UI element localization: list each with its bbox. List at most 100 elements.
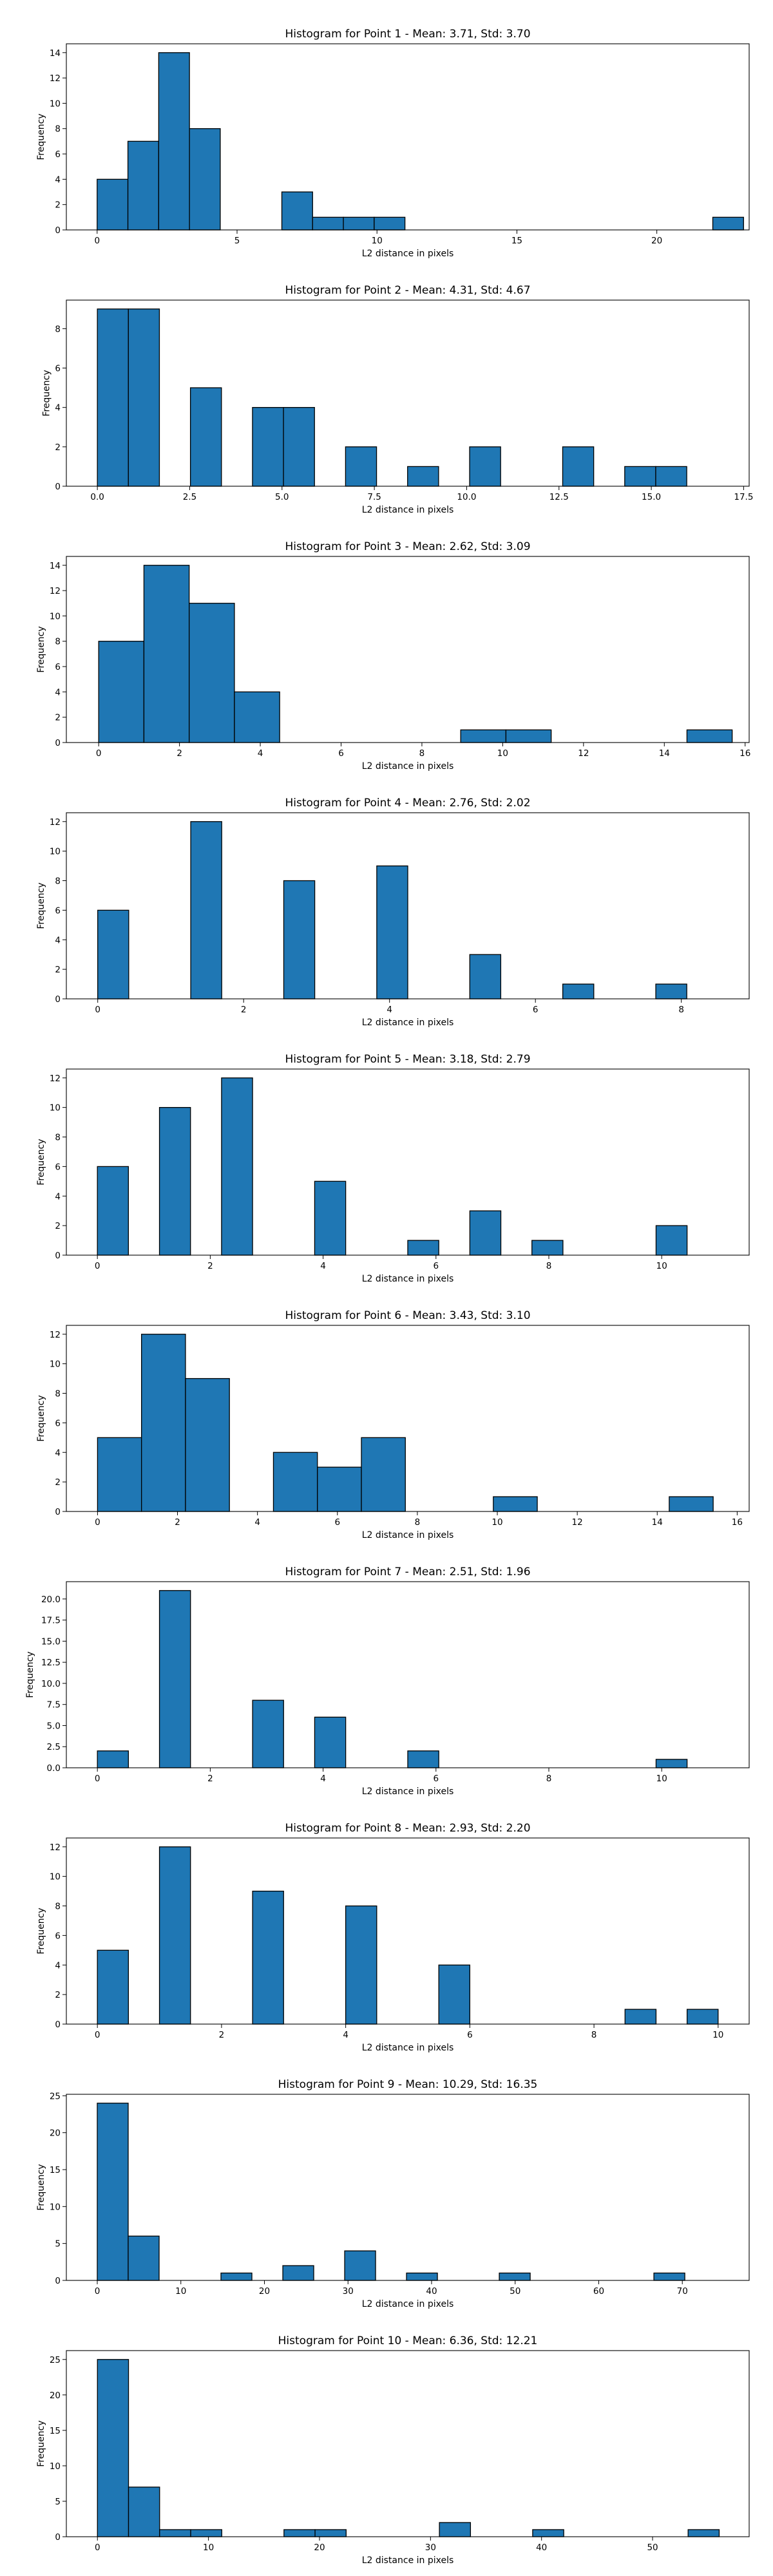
histogram-bar (686, 729, 733, 743)
histogram-bar (190, 2529, 222, 2537)
histogram-bar (361, 1437, 406, 1512)
y-tick-label: 4 (55, 935, 61, 945)
histogram-bar (312, 216, 344, 231)
x-tick-label: 8 (546, 1774, 552, 1784)
histogram-bar (653, 2272, 685, 2281)
y-tick-label: 4 (55, 1960, 61, 1971)
histogram-bar (532, 2529, 564, 2537)
chart-panel-3: Histogram for Point 3 - Mean: 2.62, Std:… (36, 540, 750, 772)
x-axis-label: L2 distance in pixels (362, 2555, 454, 2566)
x-tick-label: 6 (533, 1005, 539, 1015)
y-axis-label: Frequency (36, 1908, 46, 1954)
chart-panel-4: Histogram for Point 4 - Mean: 2.76, Std:… (36, 797, 750, 1028)
histogram-bar (185, 1378, 230, 1512)
y-tick-label: 8 (55, 637, 61, 647)
histogram-bar (127, 140, 160, 231)
x-tick-label: 0 (95, 2543, 100, 2553)
x-tick-label: 10 (497, 748, 508, 759)
y-tick-label: 0 (55, 2532, 61, 2543)
chart-title: Histogram for Point 8 - Mean: 2.93, Std:… (285, 1822, 530, 1835)
plot-frame (66, 1068, 750, 1256)
histogram-bar (272, 1452, 318, 1512)
y-tick-label: 0 (55, 1251, 61, 1261)
x-axis-label: L2 distance in pixels (362, 1018, 454, 1028)
x-tick-label: 2 (177, 748, 182, 759)
histogram-bar (438, 1964, 471, 2025)
x-tick-label: 2.5 (183, 492, 196, 502)
histogram-bar (407, 466, 439, 487)
plot-frame (66, 43, 750, 231)
chart-title: Histogram for Point 7 - Mean: 2.51, Std:… (285, 1566, 530, 1578)
histogram-bar (234, 691, 280, 743)
y-tick-label: 8 (55, 1902, 61, 1912)
y-tick-label: 8 (55, 1133, 61, 1143)
y-tick-label: 12 (50, 586, 61, 596)
y-tick-label: 0 (55, 738, 61, 748)
y-tick-label: 2 (55, 442, 61, 453)
plot-frame (66, 556, 750, 743)
y-axis-label: Frequency (25, 1651, 35, 1698)
histogram-bar (252, 1700, 284, 1768)
histogram-bar (407, 1240, 439, 1256)
y-tick-label: 8 (55, 324, 61, 334)
y-axis-label: Frequency (36, 882, 46, 929)
x-tick-label: 16 (740, 748, 750, 759)
chart-title: Histogram for Point 4 - Mean: 2.76, Std:… (285, 797, 530, 810)
y-tick-label: 14 (50, 561, 61, 571)
histogram-bar (252, 407, 284, 487)
histogram-bar (158, 52, 190, 231)
histogram-bar (439, 2522, 472, 2537)
y-axis-label: Frequency (36, 113, 46, 160)
histogram-bar (128, 2486, 160, 2537)
y-tick-label: 6 (55, 1418, 61, 1428)
x-tick-label: 10 (491, 1517, 502, 1528)
chart-panel-6: Histogram for Point 6 - Mean: 3.43, Std:… (36, 1309, 750, 1540)
chart-title: Histogram for Point 3 - Mean: 2.62, Std:… (285, 540, 530, 553)
x-tick-label: 8 (419, 748, 425, 759)
x-tick-label: 10 (203, 2543, 214, 2553)
histogram-bar (283, 407, 315, 487)
histogram-bar (97, 1949, 129, 2025)
histogram-bar (97, 308, 129, 487)
y-tick-label: 4 (55, 175, 61, 185)
x-tick-label: 16 (732, 1517, 743, 1528)
histogram-bar (469, 446, 501, 487)
y-tick-label: 10.0 (41, 1679, 61, 1689)
histogram-bar (97, 1750, 129, 1768)
y-tick-label: 0 (55, 2276, 61, 2286)
histogram-bar (655, 466, 687, 487)
y-tick-label: 2.5 (47, 1742, 61, 1752)
x-tick-label: 4 (386, 1005, 392, 1015)
y-tick-label: 4 (55, 1448, 61, 1458)
histogram-bar (406, 2272, 438, 2281)
y-tick-label: 0 (55, 225, 61, 236)
x-tick-label: 7.5 (367, 492, 381, 502)
histogram-bar (712, 216, 744, 231)
x-tick-label: 10 (175, 2286, 186, 2297)
y-tick-label: 8 (55, 876, 61, 887)
histogram-bar (158, 1590, 191, 1768)
plot-frame (66, 1325, 750, 1512)
x-tick-label: 14 (652, 1517, 663, 1528)
histogram-bar (669, 1496, 714, 1512)
y-tick-label: 0 (55, 482, 61, 492)
x-tick-label: 0 (95, 1005, 100, 1015)
chart-title: Histogram for Point 10 - Mean: 6.36, Std… (278, 2334, 538, 2347)
histogram-bar (190, 821, 222, 999)
x-tick-label: 70 (677, 2286, 688, 2297)
histogram-bar (493, 1496, 538, 1512)
y-tick-label: 0 (55, 2020, 61, 2030)
x-tick-label: 6 (467, 2030, 473, 2040)
y-tick-label: 10 (50, 847, 61, 857)
x-tick-label: 50 (510, 2286, 520, 2297)
y-tick-label: 5 (55, 2497, 61, 2507)
y-axis-label: Frequency (36, 2420, 46, 2467)
x-tick-label: 5.0 (275, 492, 289, 502)
y-tick-label: 0 (55, 994, 61, 1005)
histogram-bar (374, 216, 406, 231)
x-tick-label: 0 (95, 1517, 100, 1528)
plot-frame (66, 2094, 750, 2281)
histogram-bar (97, 1437, 142, 1512)
x-tick-label: 10.0 (457, 492, 476, 502)
x-tick-label: 20 (314, 2543, 325, 2553)
